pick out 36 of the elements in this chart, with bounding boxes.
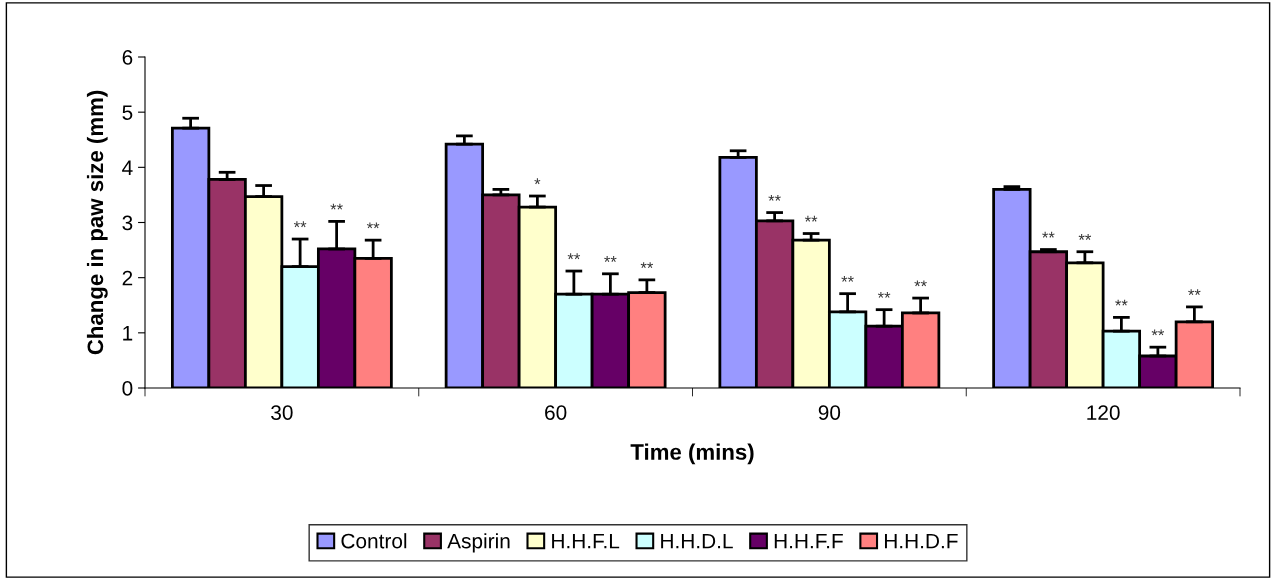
y-tick-label: 2 bbox=[122, 270, 133, 286]
data-label: ** bbox=[1115, 299, 1128, 306]
legend-label: Control bbox=[341, 533, 407, 549]
y-tick-label: 1 bbox=[123, 326, 133, 341]
data-label: ** bbox=[768, 194, 781, 201]
y-tick-label: 4 bbox=[122, 160, 133, 175]
legend-label: H.H.D.F bbox=[884, 533, 958, 549]
data-label: ** bbox=[640, 262, 654, 269]
x-tick-label: 90 bbox=[818, 405, 841, 420]
y-axis-title: Change in paw size (mm) bbox=[86, 90, 108, 355]
data-label: ** bbox=[1151, 329, 1165, 336]
data-label: ** bbox=[330, 203, 343, 210]
data-label: ** bbox=[366, 222, 380, 229]
y-tick-label: 3 bbox=[122, 215, 133, 231]
data-label: * bbox=[534, 178, 541, 185]
x-axis-title: Time (mins) bbox=[630, 443, 754, 465]
data-label: ** bbox=[1042, 231, 1055, 238]
y-tick-label: 0 bbox=[122, 381, 133, 396]
x-tick-label: 60 bbox=[545, 405, 567, 420]
data-label: ** bbox=[604, 256, 617, 262]
data-label: ** bbox=[293, 221, 307, 228]
data-label: ** bbox=[914, 280, 927, 287]
legend-label: Aspirin bbox=[447, 533, 510, 553]
data-label: ** bbox=[804, 215, 818, 222]
legend-label: H.H.D.L bbox=[661, 533, 733, 549]
data-label: ** bbox=[567, 253, 581, 260]
data-label: ** bbox=[1188, 289, 1201, 296]
y-tick-label: 6 bbox=[122, 50, 133, 65]
x-tick-label: 120 bbox=[1087, 405, 1120, 420]
data-label: ** bbox=[1078, 234, 1092, 240]
data-label: ** bbox=[877, 291, 891, 298]
legend-label: H.H.F.F bbox=[774, 533, 843, 549]
data-label: ** bbox=[841, 275, 854, 282]
legend-label: H.H.F.L bbox=[552, 533, 620, 549]
y-tick-label: 5 bbox=[122, 105, 133, 120]
x-tick-label: 30 bbox=[271, 405, 293, 420]
